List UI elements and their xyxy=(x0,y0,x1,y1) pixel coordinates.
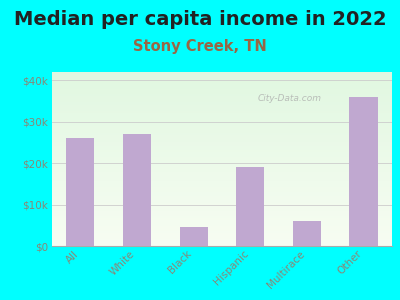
Bar xyxy=(52,144,392,146)
Bar xyxy=(52,83,392,85)
Bar xyxy=(52,94,392,96)
Bar xyxy=(52,211,392,213)
Bar xyxy=(52,137,392,140)
Bar xyxy=(52,76,392,79)
Bar xyxy=(52,72,392,74)
Bar xyxy=(52,157,392,159)
Bar xyxy=(52,105,392,107)
Bar xyxy=(52,150,392,152)
Bar xyxy=(52,163,392,166)
Bar xyxy=(52,218,392,220)
Bar xyxy=(180,227,208,246)
Bar xyxy=(52,213,392,215)
Bar xyxy=(52,226,392,229)
Bar xyxy=(52,229,392,231)
Bar xyxy=(52,89,392,92)
Bar xyxy=(52,146,392,148)
Bar xyxy=(52,159,392,161)
Bar xyxy=(52,231,392,233)
Bar xyxy=(52,185,392,187)
Bar xyxy=(52,168,392,170)
Bar xyxy=(52,154,392,157)
Bar xyxy=(52,202,392,205)
Bar xyxy=(52,187,392,190)
Bar xyxy=(52,98,392,100)
Bar xyxy=(52,196,392,198)
Bar xyxy=(52,74,392,76)
Bar xyxy=(52,235,392,237)
Bar xyxy=(52,233,392,235)
Bar xyxy=(52,113,392,116)
Bar xyxy=(52,135,392,137)
Bar xyxy=(52,85,392,87)
Bar xyxy=(52,224,392,226)
Bar xyxy=(52,222,392,224)
Text: City-Data.com: City-Data.com xyxy=(258,94,322,103)
Bar xyxy=(52,194,392,196)
Bar xyxy=(52,237,392,239)
Bar xyxy=(52,120,392,122)
Bar xyxy=(52,209,392,211)
Bar xyxy=(52,244,392,246)
Bar xyxy=(52,148,392,150)
Bar xyxy=(52,205,392,207)
Bar xyxy=(52,126,392,128)
Bar xyxy=(52,87,392,89)
Bar xyxy=(52,102,392,105)
Bar xyxy=(52,200,392,202)
Text: Median per capita income in 2022: Median per capita income in 2022 xyxy=(14,10,386,29)
Bar xyxy=(52,79,392,81)
Bar xyxy=(52,190,392,192)
Bar xyxy=(52,133,392,135)
Bar xyxy=(52,176,392,178)
Bar xyxy=(52,192,392,194)
Bar xyxy=(52,183,392,185)
Bar xyxy=(293,221,321,246)
Bar xyxy=(52,178,392,181)
Bar xyxy=(52,215,392,218)
Bar xyxy=(236,167,264,246)
Bar xyxy=(52,118,392,120)
Bar xyxy=(52,172,392,174)
Bar xyxy=(52,239,392,242)
Bar xyxy=(52,92,392,94)
Bar xyxy=(52,128,392,131)
Bar xyxy=(52,161,392,163)
Bar xyxy=(52,166,392,168)
Bar xyxy=(52,100,392,103)
Bar xyxy=(52,174,392,176)
Bar xyxy=(52,220,392,222)
Bar xyxy=(52,122,392,124)
Bar xyxy=(52,242,392,244)
Bar xyxy=(52,124,392,126)
Text: Stony Creek, TN: Stony Creek, TN xyxy=(133,39,267,54)
Bar xyxy=(350,97,378,246)
Bar xyxy=(52,207,392,209)
Bar xyxy=(52,116,392,118)
Bar xyxy=(52,96,392,98)
Bar xyxy=(52,152,392,155)
Bar xyxy=(52,198,392,200)
Bar xyxy=(52,140,392,142)
Bar xyxy=(52,170,392,172)
Bar xyxy=(52,131,392,133)
Bar xyxy=(52,109,392,111)
Bar xyxy=(52,181,392,183)
Bar xyxy=(52,107,392,109)
Bar xyxy=(52,111,392,113)
Bar xyxy=(123,134,151,246)
Bar xyxy=(52,81,392,83)
Bar xyxy=(52,142,392,144)
Bar xyxy=(66,138,94,246)
